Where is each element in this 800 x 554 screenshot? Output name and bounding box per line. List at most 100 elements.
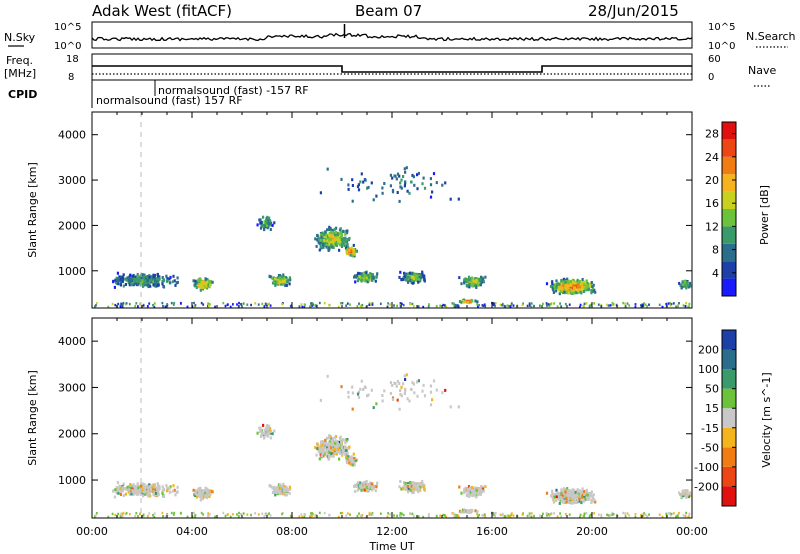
power-cell xyxy=(389,303,391,306)
velocity-cell xyxy=(457,405,460,409)
power-cell xyxy=(574,281,577,285)
power-cell xyxy=(528,304,531,307)
velocity-cell xyxy=(563,500,566,504)
power-cell xyxy=(591,285,594,289)
power-cell xyxy=(551,287,554,291)
power-cell xyxy=(156,279,159,283)
velocity-cell xyxy=(473,489,477,493)
velocity-cell xyxy=(363,488,366,492)
velocity-cell xyxy=(468,495,471,498)
power-cell xyxy=(323,302,326,305)
power-cell xyxy=(688,302,691,306)
power-cell xyxy=(195,286,198,289)
power-colorbar-swatch xyxy=(722,261,736,279)
velocity-cell xyxy=(363,481,366,485)
power-cell xyxy=(349,253,352,257)
velocity-cell xyxy=(111,512,114,516)
power-cell xyxy=(585,302,588,305)
velocity-cell xyxy=(357,481,360,485)
power-cell xyxy=(207,283,210,287)
velocity-cell xyxy=(267,430,270,434)
power-cell xyxy=(400,305,402,308)
velocity-cell xyxy=(640,514,642,517)
power-cell xyxy=(148,302,151,305)
velocity-cell xyxy=(395,384,398,388)
power-cell xyxy=(480,275,483,279)
power-cell xyxy=(326,237,329,241)
velocity-cell xyxy=(399,480,402,483)
power-cell xyxy=(264,220,268,224)
power-cell xyxy=(121,305,124,308)
velocity-cell xyxy=(404,378,407,381)
power-cell xyxy=(389,173,392,177)
velocity-cell xyxy=(576,493,579,497)
velocity-cell xyxy=(412,514,415,518)
power-cell xyxy=(330,237,333,241)
power-cell xyxy=(622,301,625,305)
power-cell xyxy=(640,305,643,308)
velocity-cell xyxy=(324,446,327,450)
velocity-cell xyxy=(356,514,359,518)
power-cell xyxy=(162,278,165,282)
power-cell xyxy=(111,302,114,306)
power-cell xyxy=(95,302,98,305)
power-cell xyxy=(335,243,338,247)
power-cell xyxy=(396,191,399,194)
power-cell xyxy=(530,305,533,309)
velocity-cell xyxy=(492,512,494,515)
velocity-cell xyxy=(260,432,264,436)
velocity-colorbar-swatch xyxy=(722,486,736,506)
velocity-cell xyxy=(338,457,341,461)
velocity-cell xyxy=(566,489,569,493)
power-cell xyxy=(472,281,475,285)
velocity-cell xyxy=(232,513,234,516)
velocity-cell xyxy=(579,513,582,516)
power-cell xyxy=(270,275,273,279)
power-cell xyxy=(334,233,337,237)
velocity-cell xyxy=(281,512,283,516)
velocity-cell xyxy=(557,494,560,498)
velocity-cell xyxy=(264,433,267,437)
velocity-cell xyxy=(528,514,531,517)
power-cell xyxy=(678,281,681,285)
ytick-label: 2000 xyxy=(58,219,86,232)
power-cell xyxy=(403,271,406,275)
power-cell xyxy=(222,301,225,305)
power-cell xyxy=(680,284,683,288)
power-cell xyxy=(600,303,603,307)
velocity-cell xyxy=(366,394,369,398)
velocity-cell xyxy=(399,392,402,396)
power-cell xyxy=(322,243,325,247)
power-cell xyxy=(564,302,567,306)
velocity-cell xyxy=(574,500,578,504)
power-cell xyxy=(124,277,127,281)
velocity-cell xyxy=(348,457,351,461)
power-cell xyxy=(340,235,343,239)
power-cell xyxy=(568,281,571,285)
velocity-cell xyxy=(121,515,124,518)
power-colorbar-swatch xyxy=(722,278,736,296)
velocity-cell xyxy=(142,494,145,498)
power-cell xyxy=(528,302,531,305)
velocity-colorbar-tick-label: 15 xyxy=(705,402,719,415)
power-colorbar-swatch xyxy=(722,139,736,157)
power-cell xyxy=(345,250,348,254)
velocity-cell xyxy=(669,514,672,517)
power-cell xyxy=(404,180,407,184)
velocity-cell xyxy=(463,510,466,514)
power-cell xyxy=(282,273,285,277)
power-cell xyxy=(283,282,287,285)
power-cell xyxy=(624,305,627,308)
cpid-entry-2: normalsound (fast) 157 RF xyxy=(96,94,243,107)
power-cell xyxy=(326,167,329,171)
power-cell xyxy=(422,275,425,279)
velocity-cell xyxy=(198,494,202,498)
power-cell xyxy=(395,177,398,181)
power-cell xyxy=(476,300,479,304)
nsearch-tick-bottom: 10^0 xyxy=(708,41,735,52)
velocity-cell xyxy=(588,494,592,498)
velocity-cell xyxy=(581,487,584,491)
velocity-cell xyxy=(467,485,471,489)
power-cell xyxy=(569,280,572,283)
velocity-cell xyxy=(590,498,593,502)
